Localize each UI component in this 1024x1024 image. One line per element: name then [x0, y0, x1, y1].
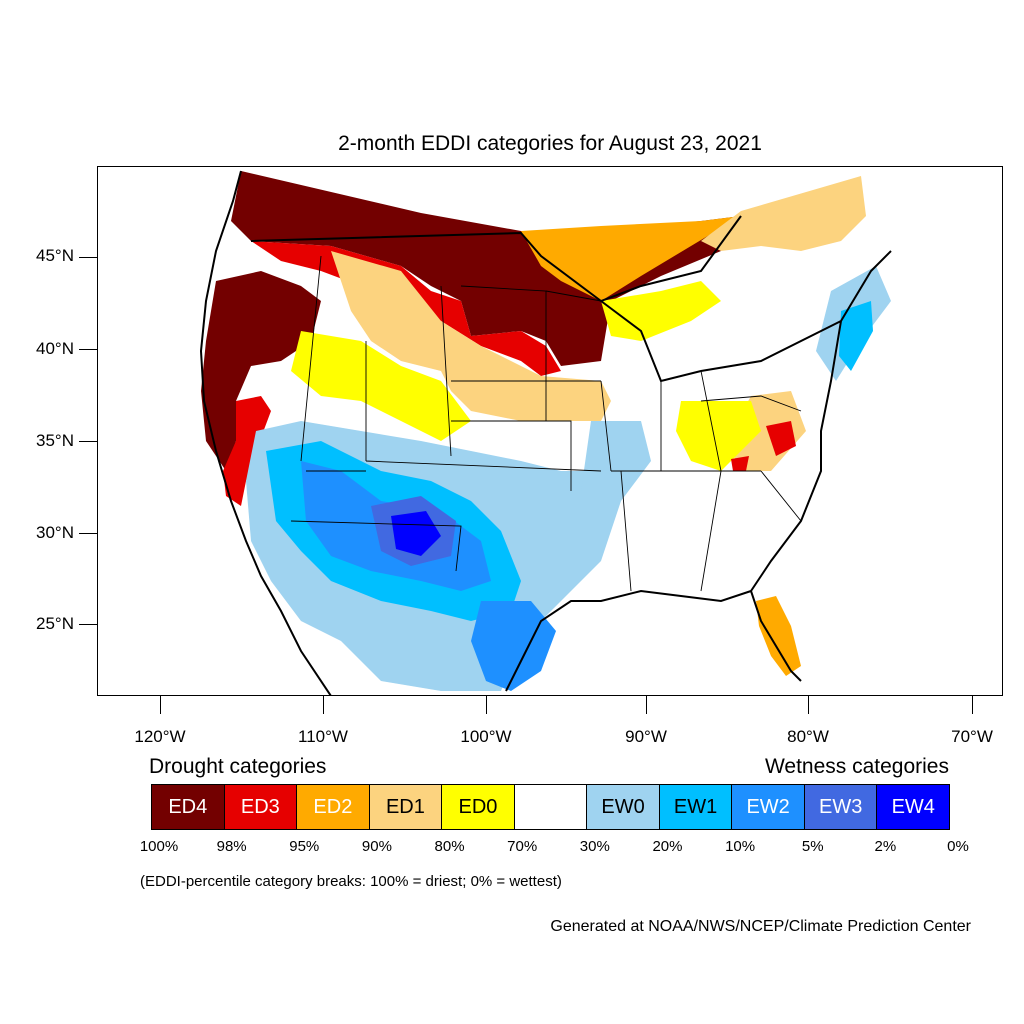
lat-tick	[79, 624, 97, 625]
state-borders	[290, 255, 802, 592]
legend-box-ew3: EW3	[804, 785, 878, 829]
percentile-label: 0%	[947, 838, 969, 855]
lon-label-70: 70°W	[951, 727, 993, 746]
map-title: 2-month EDDI categories for August 23, 2…	[338, 132, 762, 155]
credit-text: Generated at NOAA/NWS/NCEP/Climate Predi…	[550, 918, 971, 935]
lon-label-110: 110°W	[298, 727, 348, 746]
lon-tick	[486, 696, 487, 714]
lon-tick	[972, 696, 973, 714]
eddi-map-svg	[199, 170, 892, 695]
legend-box-ed0: ED0	[442, 785, 515, 829]
legend-colorbar: ED4 ED3 ED2 ED1 ED0 EW0 EW1 EW2 EW3 EW4	[151, 784, 950, 830]
wetness-heading: Wetness categories	[764, 755, 949, 778]
lon-tick	[323, 696, 324, 714]
ew0-region-ms	[581, 421, 651, 501]
eddi-map	[97, 166, 1003, 696]
legend-box-ed3: ED3	[224, 785, 298, 829]
lon-tick	[646, 696, 647, 714]
category-note: (EDDI-percentile category breaks: 100% =…	[140, 873, 562, 890]
lon-tick	[808, 696, 809, 714]
ed0-region-plains	[291, 331, 471, 441]
ed3-region-va	[766, 421, 796, 456]
percentile-label: 98%	[216, 838, 247, 855]
percentile-label: 100%	[139, 838, 179, 855]
lon-label-100: 100°W	[460, 727, 512, 746]
ed0-region-mi	[601, 281, 721, 341]
lon-label-90: 90°W	[625, 727, 667, 746]
lon-tick	[160, 696, 161, 714]
legend-box-ed4: ED4	[152, 785, 225, 829]
ed3-region-tn	[731, 456, 749, 471]
lon-label-120: 120°W	[134, 727, 186, 746]
percentile-label: 95%	[289, 838, 320, 855]
ed1-region-plains	[331, 251, 611, 421]
legend-box-ew0: EW0	[587, 785, 660, 829]
lat-label-30: 30°N	[36, 523, 74, 542]
ed4-region-north	[231, 171, 741, 366]
drought-heading: Drought categories	[149, 755, 327, 778]
legend-box-ew2: EW2	[732, 785, 805, 829]
lon-label-80: 80°W	[787, 727, 829, 746]
ed2-region-florida	[756, 596, 801, 676]
legend-box-ew4: EW4	[877, 785, 950, 829]
lat-tick	[79, 257, 97, 258]
ew2-region-tx	[471, 601, 556, 691]
legend-box-ed2: ED2	[297, 785, 370, 829]
lat-label-35: 35°N	[36, 431, 74, 450]
ed0-region-ohio	[676, 401, 761, 471]
lat-tick	[79, 533, 97, 534]
lat-label-40: 40°N	[36, 339, 74, 358]
ew4-region-nm	[391, 511, 441, 556]
lat-tick	[79, 349, 97, 350]
ed4-region-west	[201, 271, 321, 471]
percentile-label: 30%	[579, 838, 610, 855]
legend-box-ew1: EW1	[659, 785, 733, 829]
lat-label-25: 25°N	[36, 614, 74, 633]
percentile-label: 10%	[725, 838, 756, 855]
ew1-region-ne	[839, 301, 873, 371]
percentile-label: 20%	[652, 838, 683, 855]
ed2-region-ne	[701, 176, 866, 251]
ed2-region-north	[521, 216, 741, 301]
percentile-label: 5%	[801, 838, 824, 855]
lat-label-45: 45°N	[36, 246, 74, 265]
percentile-label: 2%	[874, 838, 897, 855]
percentile-label: 70%	[507, 838, 538, 855]
percentile-label: 80%	[434, 838, 465, 855]
legend-box-ed1: ED1	[369, 785, 443, 829]
lat-tick	[79, 441, 97, 442]
ed3-region-west	[223, 396, 271, 506]
percentile-label: 90%	[361, 838, 392, 855]
ed3-region-north	[251, 241, 561, 376]
legend-box-neutral	[514, 785, 588, 829]
